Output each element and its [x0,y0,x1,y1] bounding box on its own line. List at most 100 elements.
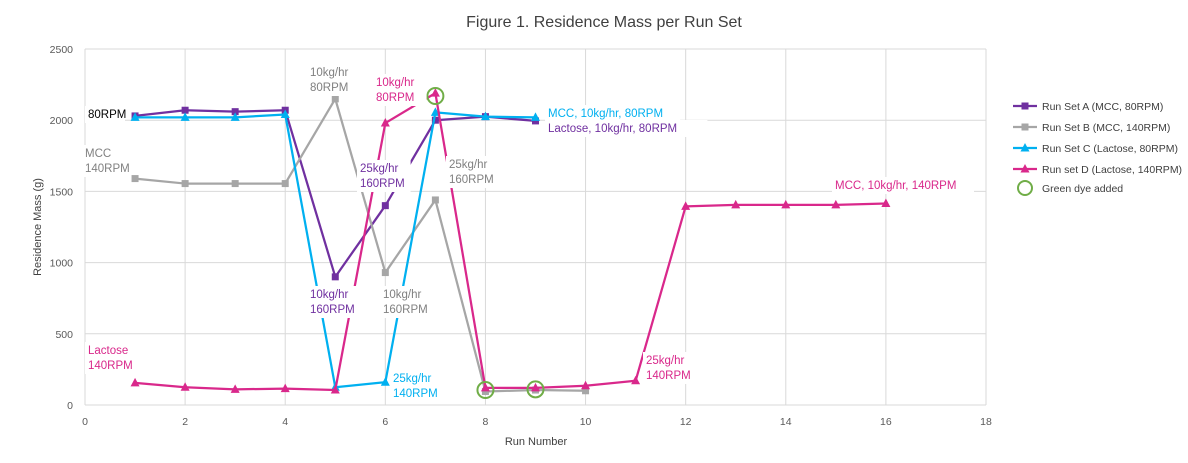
legend-entry: Green dye added [1017,180,1123,196]
y-tick-label: 2500 [50,44,74,56]
annotation-label: 140RPM [85,163,130,175]
series-1 [131,106,539,281]
annotation-background [357,160,411,192]
annotation-background [643,352,697,384]
data-point [331,95,339,103]
annotation-label: 140RPM [393,388,438,400]
data-point [881,198,891,208]
annotation-label: MCC, 10kg/hr, 140RPM [835,180,956,192]
x-tick-label: 18 [980,416,992,428]
annotation-label: 10kg/hr [310,289,349,301]
data-point [431,116,439,124]
series-2 [131,95,590,395]
data-point [531,382,540,392]
annotation-label: 10kg/hr [383,289,422,301]
data-point [130,112,140,121]
chart-title: Figure 1. Residence Mass per Run Set [466,14,742,31]
data-point [131,175,139,183]
series-line [135,111,536,389]
data-point [380,118,390,127]
data-point [230,112,240,121]
annotation-label: 80RPM [88,109,126,121]
y-tick-label: 2000 [50,115,74,127]
annotation-background [85,106,125,123]
data-point [231,108,239,116]
data-point [281,180,289,188]
series-line [134,97,586,393]
data-point [631,375,641,385]
annotation-label: MCC, 10kg/hr, 80RPM [548,108,663,120]
annotation-label: 160RPM [383,304,428,316]
annotation-label: 25kg/hr [646,355,685,367]
annotation-label: Lactose, 10kg/hr, 80RPM [548,123,677,135]
dye-marker [526,380,545,399]
annotation-label: 25kg/hr [360,163,399,175]
dye-marker [476,381,495,400]
legend-entry: Run set D (Lactose, 140RPM) [1013,164,1182,176]
annotation-background [390,370,444,402]
series-lines [130,88,891,395]
x-tick-label: 2 [182,416,188,428]
annotation-label: 80RPM [376,92,414,104]
annotation-label: 10kg/hr [310,67,349,79]
data-point [781,199,791,209]
x-tick-label: 12 [680,416,692,428]
series-line [134,92,886,392]
series-4 [130,88,891,394]
annotation-background [380,286,434,318]
annotation-background [446,156,500,188]
data-point [430,107,440,116]
x-tick-label: 14 [780,416,792,428]
series-line [134,109,536,278]
data-point [230,384,240,393]
dye-markers [426,86,545,400]
legend-label: Run set D (Lactose, 140RPM) [1042,164,1182,176]
data-point [681,201,691,210]
annotation-label: 160RPM [449,174,494,186]
data-point [181,180,189,188]
x-tick-label: 4 [282,416,288,428]
annotation-background [373,74,427,106]
data-point [130,377,140,387]
data-point [431,196,439,204]
data-point [480,111,490,121]
annotation-label: MCC [85,148,111,160]
annotation-label: Lactose [88,345,128,357]
data-point [280,383,290,393]
data-point [531,112,540,121]
data-point [480,382,490,392]
data-point [582,387,590,395]
annotation-label: 25kg/hr [449,159,488,171]
legend: Run Set A (MCC, 80RPM) Run Set B (MCC, 14… [1013,101,1182,196]
axes: 0 500 1000 1500 2000 2500 0 2 4 6 8 10 12 14 16 18 [50,44,992,428]
y-tick-label: 1000 [50,258,74,270]
annotation-background [832,177,974,194]
legend-marker [1021,123,1029,131]
data-point [231,180,239,188]
data-point [180,382,190,391]
annotation-label: 140RPM [88,360,133,372]
y-tick-label: 500 [55,329,73,341]
x-tick-label: 8 [483,416,489,428]
annotation-background [82,145,129,177]
data-point [532,117,539,125]
legend-entry: Run Set B (MCC, 140RPM) [1013,122,1170,134]
y-tick-label: 1500 [50,186,74,198]
annotation-label: 140RPM [646,370,691,382]
data-point [581,380,591,390]
data-point [430,88,440,97]
legend-marker [1017,180,1033,196]
annotation-label: 80RPM [310,82,348,94]
x-axis-title: Run Number [505,436,568,448]
legend-label: Run Set C (Lactose, 80RPM) [1042,143,1178,155]
annotation-background [85,342,139,374]
annotation-background [545,105,681,122]
legend-marker [1021,102,1029,110]
y-axis-title: Residence Mass (g) [32,178,44,276]
data-point [481,387,489,395]
annotation-background [307,286,361,318]
annotation-label: 160RPM [360,178,405,190]
annotation-background [307,64,361,96]
legend-label: Run Set A (MCC, 80RPM) [1042,101,1163,113]
